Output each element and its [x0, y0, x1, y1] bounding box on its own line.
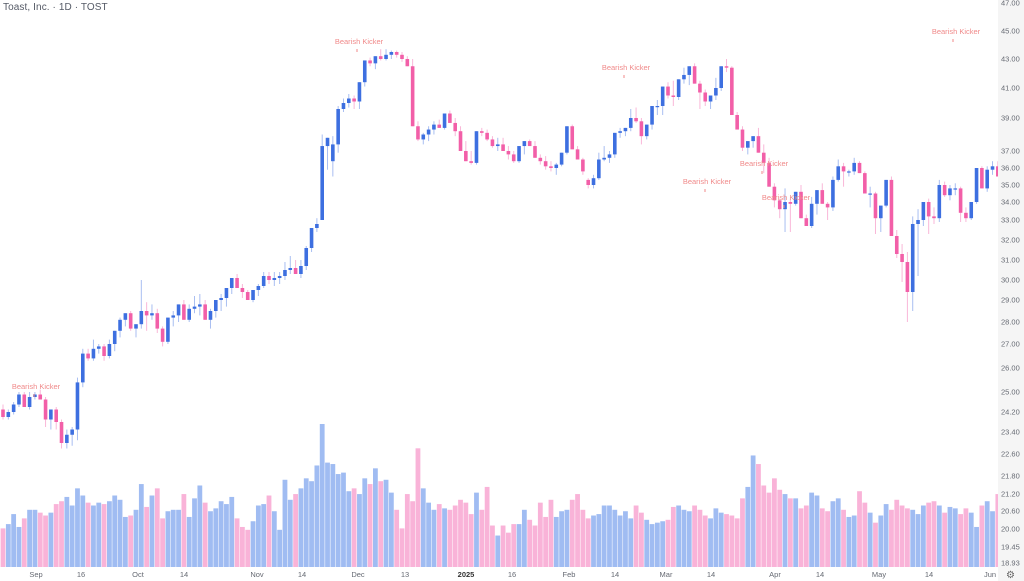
y-tick-label: 22.60	[1001, 449, 1020, 459]
x-tick-label: 2025	[457, 570, 475, 579]
svg-text:Bearish Kicker: Bearish Kicker	[740, 159, 789, 168]
y-tick-label: 21.20	[1001, 489, 1020, 499]
pattern-annotations: Bearish Kicker Bearish Kicker Bearish Kick…	[12, 27, 981, 397]
y-tick-label: 35.00	[1001, 180, 1020, 190]
x-tick-label: 14	[924, 570, 934, 579]
x-tick-label: Oct	[132, 570, 144, 579]
y-tick-label: 31.00	[1001, 255, 1020, 265]
svg-text:Bearish Kicker: Bearish Kicker	[932, 27, 981, 36]
x-tick-label: Mar	[659, 570, 673, 579]
y-tick-label: 47.00	[1001, 0, 1020, 8]
x-tick-label: 16	[76, 570, 86, 579]
svg-text:Bearish Kicker: Bearish Kicker	[12, 382, 61, 391]
time-axis[interactable]: Sep 16 Oct 14 Nov 14 Dec 13 2025 16 Feb 14 Mar 14 Apr 1…	[0, 568, 998, 581]
y-tick-label: 24.20	[1001, 407, 1020, 417]
x-tick-label: Nov	[250, 570, 264, 579]
y-tick-label: 19.45	[1001, 542, 1020, 552]
y-tick-label: 29.00	[1001, 295, 1020, 305]
x-tick-label: 14	[815, 570, 825, 579]
volume-bars	[0, 424, 998, 567]
y-tick-label: 28.00	[1001, 317, 1020, 327]
x-tick-label: Feb	[562, 570, 576, 579]
y-tick-label: 39.00	[1001, 113, 1020, 123]
y-tick-label: 37.00	[1001, 146, 1020, 156]
gear-icon[interactable]: ⚙	[1006, 570, 1015, 581]
y-tick-label: 21.80	[1001, 471, 1020, 481]
y-tick-label: 33.00	[1001, 215, 1020, 225]
x-tick-label: Dec	[351, 570, 365, 579]
x-tick-label: 14	[179, 570, 189, 579]
price-axis[interactable]: 47.00 45.00 43.00 41.00 39.00 37.00 36.00 35.00…	[998, 0, 1024, 581]
x-tick-label: 14	[706, 570, 716, 579]
x-tick-label: 16	[507, 570, 517, 579]
svg-text:Bearish Kicker: Bearish Kicker	[762, 193, 811, 202]
x-tick-label: 14	[610, 570, 620, 579]
svg-text:Bearish Kicker: Bearish Kicker	[335, 37, 384, 46]
y-tick-label: 20.60	[1001, 506, 1020, 516]
y-tick-label: 25.00	[1001, 387, 1020, 397]
x-tick-label: Apr	[769, 570, 781, 579]
y-tick-label: 36.00	[1001, 163, 1020, 173]
y-tick-label: 23.40	[1001, 427, 1020, 437]
x-tick-label: 13	[400, 570, 410, 579]
y-tick-label: 32.00	[1001, 235, 1020, 245]
svg-text:Bearish Kicker: Bearish Kicker	[602, 63, 651, 72]
y-tick-label: 20.00	[1001, 524, 1020, 534]
candlestick-plot[interactable]: Bearish Kicker Bearish Kicker Bearish Kick…	[0, 0, 998, 568]
y-tick-label: 41.00	[1001, 83, 1020, 93]
x-tick-label: May	[871, 570, 887, 579]
x-tick-label: Sep	[29, 570, 43, 579]
svg-text:Bearish Kicker: Bearish Kicker	[683, 177, 732, 186]
y-tick-label: 27.00	[1001, 339, 1020, 349]
y-tick-label: 34.00	[1001, 197, 1020, 207]
y-tick-label: 18.93	[1001, 558, 1020, 568]
y-tick-label: 26.00	[1001, 363, 1020, 373]
x-tick-label: Jun	[983, 570, 997, 579]
y-tick-label: 30.00	[1001, 275, 1020, 285]
y-tick-label: 45.00	[1001, 26, 1020, 36]
y-tick-label: 43.00	[1001, 54, 1020, 64]
price-candles	[1, 49, 998, 449]
chart-title: Toast, Inc. · 1D · TOST	[3, 2, 108, 13]
x-tick-label: 14	[297, 570, 307, 579]
